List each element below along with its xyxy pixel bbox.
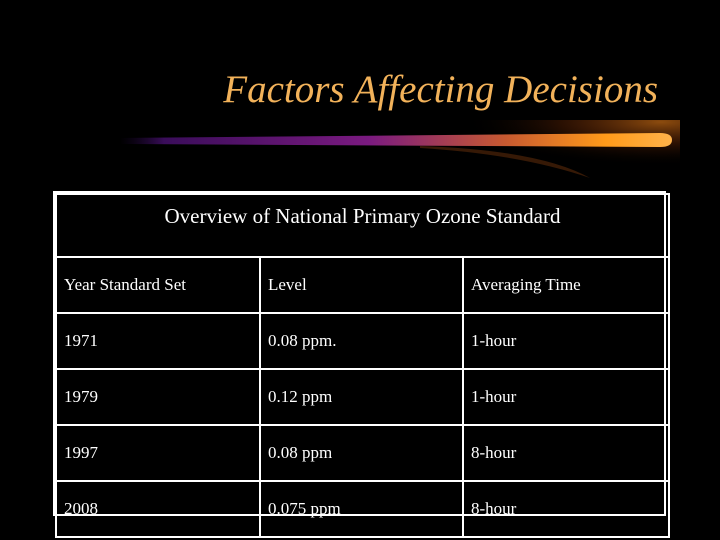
table-row: 2008 0.075 ppm 8-hour [55, 480, 670, 538]
table-caption: Overview of National Primary Ozone Stand… [55, 193, 670, 258]
level-cell: 0.075 ppm [259, 480, 464, 538]
ozone-standard-table: Overview of National Primary Ozone Stand… [53, 191, 670, 538]
level-cell: 0.12 ppm [259, 368, 464, 426]
level-cell: 0.08 ppm. [259, 312, 464, 370]
averaging-time-cell: 8-hour [462, 424, 670, 482]
year-cell: 1997 [55, 424, 261, 482]
averaging-time-cell: 1-hour [462, 368, 670, 426]
year-cell: 1971 [55, 312, 261, 370]
column-header-averaging-time: Averaging Time [462, 256, 670, 314]
averaging-time-cell: 8-hour [462, 480, 670, 538]
table-row: 1971 0.08 ppm. 1-hour [55, 312, 670, 370]
year-cell: 2008 [55, 480, 261, 538]
table-row: 1997 0.08 ppm 8-hour [55, 424, 670, 482]
averaging-time-cell: 1-hour [462, 312, 670, 370]
slide-title: Factors Affecting Decisions [223, 68, 658, 111]
column-header-level: Level [259, 256, 464, 314]
title-underline-swoosh [120, 120, 680, 180]
year-cell: 1979 [55, 368, 261, 426]
column-header-year: Year Standard Set [55, 256, 261, 314]
table-row: 1979 0.12 ppm 1-hour [55, 368, 670, 426]
level-cell: 0.08 ppm [259, 424, 464, 482]
